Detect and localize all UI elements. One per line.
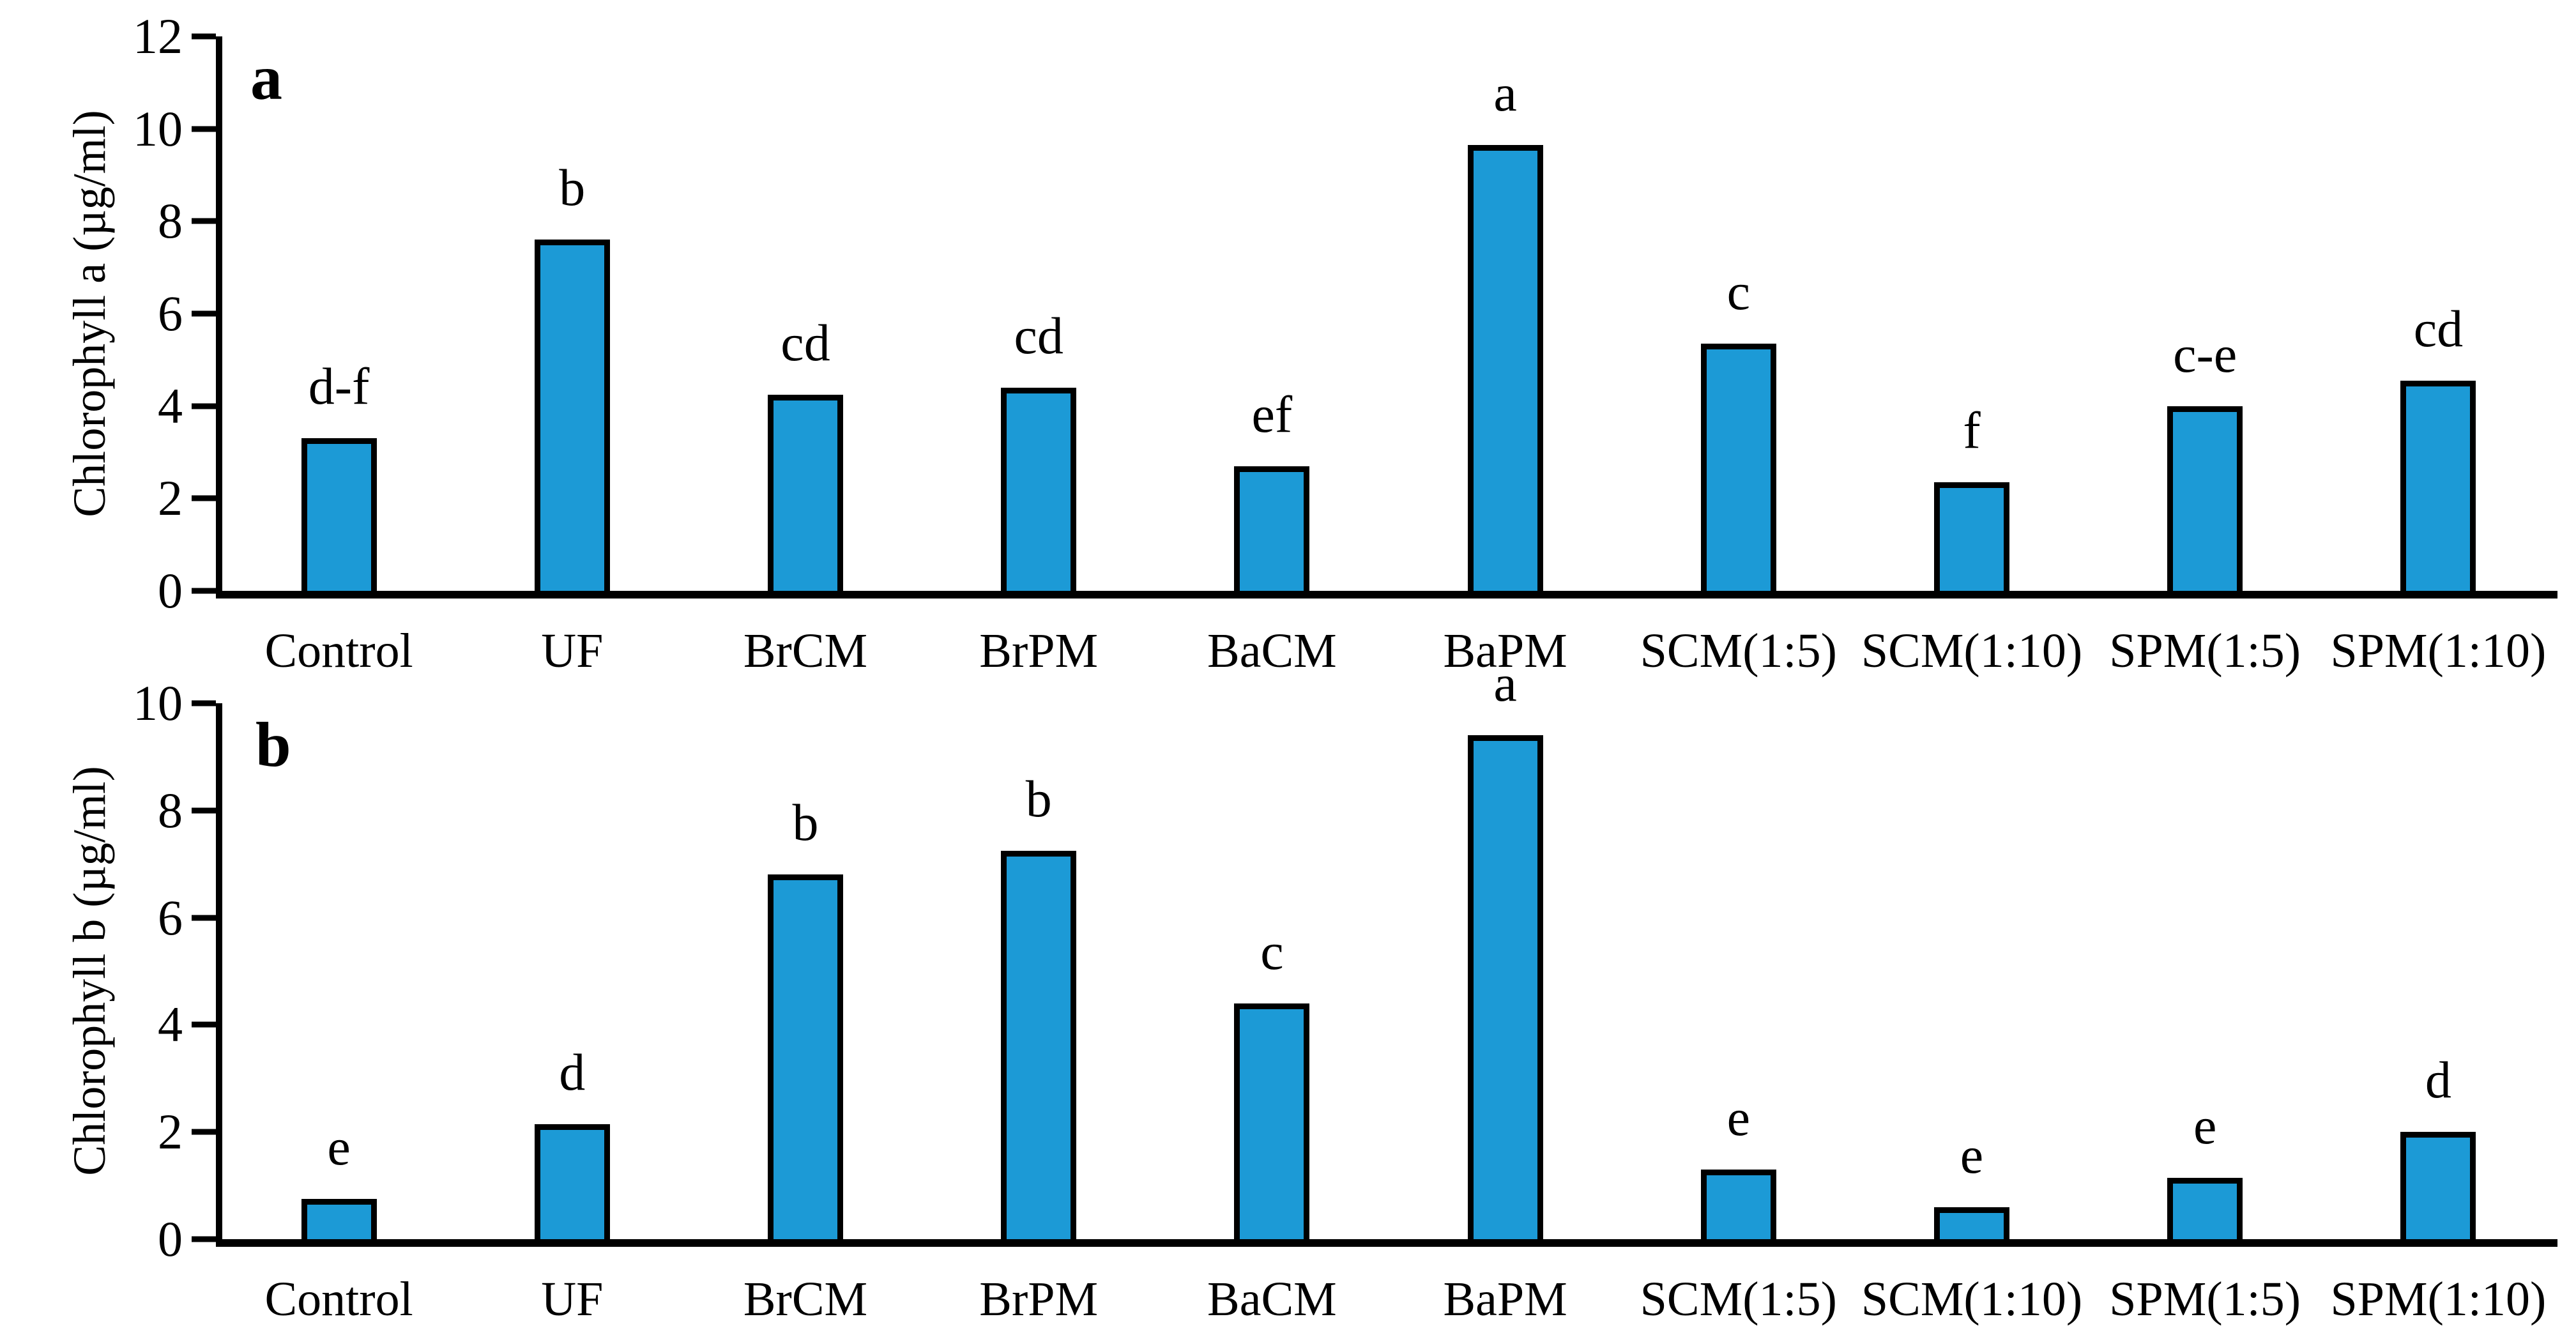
- y-axis-title-chlorophyll-a: Chlorophyll a (µg/ml): [64, 110, 115, 517]
- bar-Control: [301, 438, 377, 591]
- y-tick-mark-10: [192, 126, 216, 132]
- y-tick-label-8: 8: [158, 782, 183, 838]
- significance-letter-BrPM: cd: [1014, 306, 1063, 365]
- y-tick-label-10: 10: [133, 675, 183, 731]
- y-axis-line: [216, 36, 222, 599]
- significance-letter-SPM(1:10): d: [2425, 1051, 2451, 1109]
- y-tick-label-8: 8: [158, 193, 183, 249]
- x-axis-line: [216, 1239, 2557, 1247]
- plot-area-chlorophyll-a: 0 2 4 6 8 10 12 d-f Control b UF cd BrCM cd BrPM ef BaCM…: [133, 11, 2557, 675]
- significance-letter-BaPM: a: [1493, 63, 1517, 122]
- x-category-label-BaPM: BaPM: [1443, 624, 1567, 678]
- x-category-label-BrCM: BrCM: [743, 624, 868, 678]
- x-category-label-BrPM: BrPM: [979, 624, 1099, 678]
- bar-SCM(1:10): [1934, 482, 2009, 591]
- y-axis-title-chlorophyll-b: Chlorophyll b (µg/ml): [64, 766, 115, 1176]
- significance-letter-BrCM: b: [792, 793, 819, 852]
- y-tick-mark-6: [192, 310, 216, 317]
- significance-letter-SPM(1:5): e: [2193, 1096, 2217, 1155]
- x-category-label-SPM(1:10): SPM(1:10): [2330, 624, 2547, 678]
- significance-letter-BrPM: b: [1025, 769, 1052, 828]
- significance-letter-SCM(1:10): e: [1960, 1125, 1984, 1184]
- x-axis-line: [216, 591, 2557, 599]
- y-axis-line: [216, 703, 222, 1247]
- x-category-label-BrCM: BrCM: [743, 1272, 868, 1326]
- bar-BrPM: [1001, 850, 1077, 1239]
- significance-letter-Control: d-f: [308, 357, 370, 416]
- bar-BrPM: [1001, 387, 1077, 591]
- significance-letter-UF: b: [559, 158, 586, 217]
- y-tick-mark-10: [192, 700, 216, 706]
- x-category-label-SPM(1:5): SPM(1:5): [2109, 624, 2301, 678]
- y-tick-mark-2: [192, 1129, 216, 1135]
- y-tick-mark-4: [192, 1021, 216, 1028]
- significance-letter-SCM(1:5): c: [1726, 263, 1750, 321]
- bar-SPM(1:5): [2167, 1177, 2243, 1239]
- x-category-label-BaPM: BaPM: [1443, 1272, 1567, 1326]
- y-tick-mark-8: [192, 218, 216, 224]
- y-tick-label-6: 6: [158, 889, 183, 945]
- x-category-label-SCM(1:10): SCM(1:10): [1861, 624, 2083, 678]
- y-tick-mark-0: [192, 1236, 216, 1242]
- y-tick-label-6: 6: [158, 286, 183, 341]
- bar-BaCM: [1234, 1003, 1310, 1239]
- x-category-label-Control: Control: [264, 624, 413, 678]
- y-tick-mark-12: [192, 33, 216, 40]
- y-tick-label-2: 2: [158, 1104, 183, 1160]
- panel-label-a: a: [250, 42, 282, 113]
- y-tick-label-10: 10: [133, 100, 183, 156]
- y-tick-label-12: 12: [133, 8, 183, 64]
- significance-letter-SCM(1:10): f: [1963, 401, 1981, 460]
- bar-SCM(1:5): [1700, 1169, 1776, 1239]
- y-tick-mark-6: [192, 915, 216, 921]
- bar-BaPM: [1467, 735, 1543, 1239]
- bar-UF: [534, 1124, 610, 1239]
- y-tick-mark-4: [192, 403, 216, 409]
- x-category-label-SPM(1:10): SPM(1:10): [2330, 1272, 2547, 1326]
- bar-SPM(1:10): [2400, 380, 2476, 591]
- y-tick-mark-0: [192, 588, 216, 594]
- significance-letter-BaCM: c: [1260, 922, 1284, 980]
- bar-SPM(1:5): [2167, 406, 2243, 591]
- bar-BaCM: [1234, 466, 1310, 591]
- y-tick-label-4: 4: [158, 996, 183, 1053]
- x-category-label-BaCM: BaCM: [1207, 624, 1337, 678]
- bar-UF: [534, 240, 610, 591]
- x-category-label-BrPM: BrPM: [979, 1272, 1099, 1326]
- y-tick-label-0: 0: [158, 1211, 183, 1267]
- bar-BaPM: [1467, 144, 1543, 591]
- significance-letter-BrCM: cd: [781, 313, 830, 372]
- x-category-label-SCM(1:10): SCM(1:10): [1861, 1272, 2083, 1326]
- y-tick-label-2: 2: [158, 470, 183, 526]
- bar-SCM(1:5): [1700, 344, 1776, 591]
- x-category-label-SCM(1:5): SCM(1:5): [1640, 1272, 1837, 1326]
- y-tick-mark-8: [192, 807, 216, 814]
- bar-BrCM: [768, 874, 843, 1239]
- significance-letter-Control: e: [327, 1118, 351, 1177]
- x-category-label-Control: Control: [264, 1272, 413, 1326]
- panel-label-b: b: [255, 709, 291, 780]
- bar-Control: [301, 1199, 377, 1239]
- significance-letter-SCM(1:5): e: [1726, 1088, 1750, 1147]
- significance-letter-SPM(1:5): c-e: [2173, 324, 2237, 383]
- significance-letter-BaCM: ef: [1251, 385, 1293, 443]
- significance-letter-UF: d: [559, 1042, 586, 1101]
- bar-SCM(1:10): [1934, 1207, 2009, 1239]
- y-tick-label-0: 0: [158, 563, 183, 618]
- y-tick-mark-2: [192, 495, 216, 501]
- y-tick-label-4: 4: [158, 377, 183, 434]
- bar-BrCM: [768, 394, 843, 591]
- bar-SPM(1:10): [2400, 1132, 2476, 1239]
- x-category-label-SCM(1:5): SCM(1:5): [1640, 624, 1837, 678]
- x-category-label-UF: UF: [541, 624, 604, 678]
- significance-letter-SPM(1:10): cd: [2413, 299, 2464, 358]
- significance-letter-BaPM: a: [1493, 654, 1517, 713]
- x-category-label-SPM(1:5): SPM(1:5): [2109, 1272, 2301, 1326]
- plot-area-chlorophyll-b: 0 2 4 6 8 10 e Control d UF b BrCM b BrPM c BaCM a BaPM e S…: [133, 657, 2557, 1323]
- x-category-label-UF: UF: [541, 1272, 604, 1326]
- x-category-label-BaCM: BaCM: [1207, 1272, 1337, 1326]
